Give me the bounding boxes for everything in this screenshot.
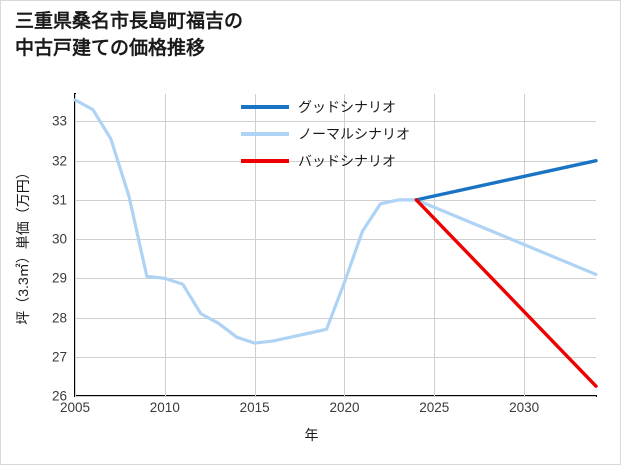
- x-tick-label: 2020: [329, 400, 360, 415]
- series-line: [414, 158, 598, 202]
- gridline-y-29: [75, 278, 596, 280]
- gridline-x-2020: [344, 94, 346, 396]
- y-axis-label: 坪（3.3㎡）単価（万円）: [15, 165, 31, 325]
- legend-normal[interactable]: ノーマルシナリオ: [241, 120, 441, 147]
- gridline-x-2025: [434, 94, 436, 396]
- legend-swatch-icon: [241, 104, 289, 109]
- gridline-y-32: [75, 160, 596, 162]
- y-tick-label: 33: [51, 113, 67, 129]
- series-lines: [73, 98, 598, 388]
- series-line: [73, 98, 598, 345]
- legend-label: ノーマルシナリオ: [298, 125, 410, 142]
- y-tick-label: 26: [51, 388, 67, 404]
- gridline-y-26: [75, 396, 596, 397]
- x-axis-label: 年: [304, 427, 319, 443]
- y-tick-label: 30: [51, 231, 67, 247]
- legend-label: グッドシナリオ: [298, 98, 396, 115]
- y-tick-label: 27: [51, 349, 67, 365]
- gridline-y-28: [75, 317, 596, 319]
- y-tick-label: 29: [51, 270, 67, 286]
- x-tick-label: 2010: [149, 400, 180, 415]
- gridline-x-2010: [164, 94, 166, 396]
- x-tick-label: 2005: [59, 400, 91, 415]
- legend-bad[interactable]: バッドシナリオ: [241, 147, 441, 174]
- y-tick-label: 31: [51, 192, 67, 208]
- legend-good[interactable]: グッドシナリオ: [241, 93, 441, 120]
- page-title: 三重県桑名市長島町福吉の 中古戸建ての価格推移: [15, 11, 244, 59]
- gridline-y-30: [75, 239, 596, 241]
- gridline-y-27: [75, 356, 596, 358]
- plot-area: [73, 94, 598, 397]
- chart-legend: グッドシナリオ ノーマルシナリオ バッドシナリオ: [241, 93, 441, 174]
- legend-swatch-icon: [241, 158, 289, 163]
- gridline-y-31: [75, 199, 596, 201]
- y-tick-label: 32: [51, 153, 67, 169]
- gridline-y-33: [75, 121, 596, 123]
- legend-swatch-icon: [241, 131, 289, 136]
- x-tick-label: 2015: [239, 400, 270, 415]
- x-tick-label: 2030: [509, 400, 540, 415]
- gridline-x-2005: [75, 94, 76, 396]
- gridline-x-2015: [254, 94, 256, 396]
- x-tick-label: 2025: [419, 400, 450, 415]
- y-tick-label: 28: [51, 310, 67, 326]
- series-line: [414, 198, 598, 388]
- legend-label: バッドシナリオ: [298, 152, 396, 169]
